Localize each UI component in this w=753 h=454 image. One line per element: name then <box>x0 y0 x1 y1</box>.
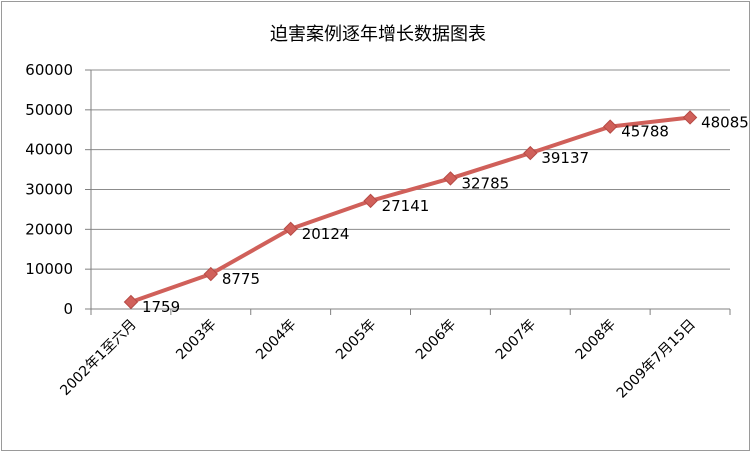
data-label: 45788 <box>621 123 669 141</box>
x-tick-label: 2004年 <box>253 317 299 363</box>
series-polyline <box>130 115 691 304</box>
chart-title: 迫害案例逐年增长数据图表 <box>270 24 486 45</box>
data-point-marker <box>283 221 298 237</box>
y-tick-label: 30000 <box>25 181 73 199</box>
data-label: 48085 <box>701 113 749 131</box>
data-point-marker <box>203 266 219 282</box>
data-label: 20124 <box>302 225 350 243</box>
data-labels: 1759 8775 20124 27141 32785 39137 45788 48085 <box>142 113 749 316</box>
series-line <box>130 115 691 304</box>
y-tick-label: 20000 <box>25 220 73 238</box>
x-tick-label: 2005年 <box>333 317 379 363</box>
data-point-marker <box>123 294 139 310</box>
data-label: 32785 <box>461 174 509 192</box>
data-point-marker <box>602 119 618 134</box>
x-tick-label: 2006年 <box>413 317 459 363</box>
y-tick-label: 10000 <box>25 260 73 278</box>
data-label: 27141 <box>382 197 430 215</box>
x-axis-ticks: 2002年1至六月 2003年 2004年 2005年 2006年 2007年 2008年2… <box>57 317 699 402</box>
x-tick-label: 2009年7月15日 <box>614 317 699 402</box>
data-label: 1759 <box>142 298 180 316</box>
data-label: 39137 <box>541 149 589 167</box>
y-tick-label: 60000 <box>25 61 73 79</box>
x-axis <box>90 70 731 315</box>
y-tick-label: 0 <box>63 300 73 318</box>
y-axis-ticks: 0 10000 20000 30000 40000 50000 60000 <box>25 61 91 318</box>
series-markers <box>123 110 698 310</box>
gridlines <box>91 69 730 270</box>
data-point-marker <box>363 193 378 209</box>
data-point-marker <box>523 145 538 161</box>
y-tick-label: 40000 <box>25 141 73 159</box>
x-tick-label: 2002年1至六月 <box>57 317 139 399</box>
data-point-marker <box>443 171 458 186</box>
y-tick-label: 50000 <box>25 101 73 119</box>
x-tick-label: 2007年 <box>493 317 539 363</box>
x-tick-label: 2003年 <box>173 317 219 363</box>
data-point-marker <box>682 110 698 125</box>
x-tick-label: 2008年 <box>573 317 619 363</box>
data-label: 8775 <box>222 270 260 288</box>
